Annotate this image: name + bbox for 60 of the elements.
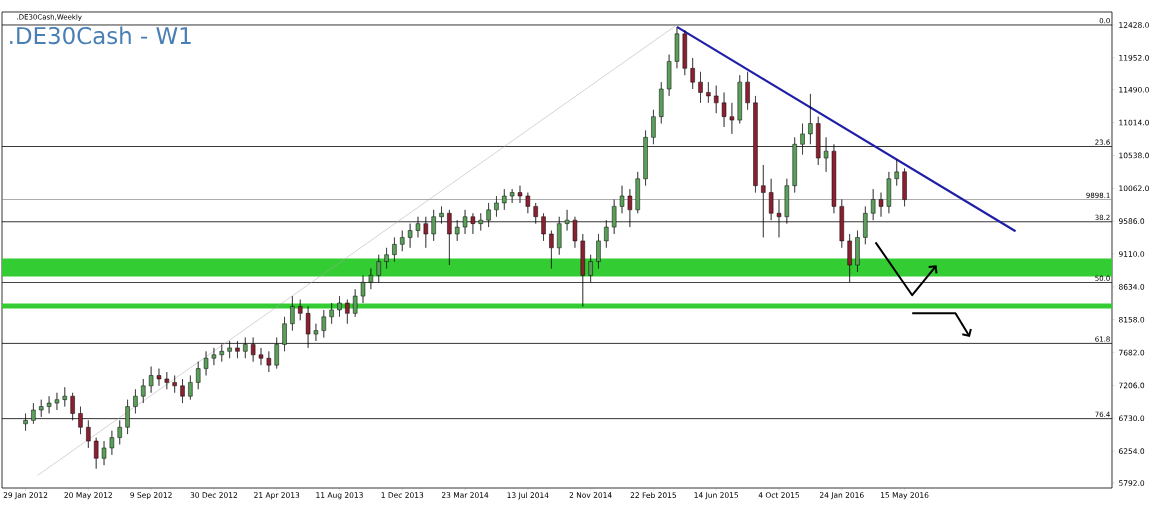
candlestick bbox=[141, 378, 146, 404]
candlestick bbox=[525, 192, 531, 214]
candlestick bbox=[902, 168, 907, 207]
candlestick bbox=[517, 185, 523, 204]
candlestick bbox=[313, 323, 319, 342]
candlestick bbox=[211, 347, 217, 366]
candlestick bbox=[706, 81, 711, 104]
candlestick bbox=[321, 309, 326, 338]
candlestick bbox=[188, 375, 193, 400]
candlestick bbox=[808, 93, 813, 145]
candlestick bbox=[400, 230, 405, 252]
candlestick bbox=[502, 188, 507, 211]
candlestick bbox=[690, 57, 695, 90]
candlestick bbox=[46, 395, 52, 414]
candlestick bbox=[714, 85, 719, 114]
candlestick bbox=[93, 437, 99, 469]
candlestick bbox=[156, 368, 162, 387]
candlestick bbox=[886, 171, 892, 214]
candlestick bbox=[407, 223, 413, 249]
candlestick bbox=[392, 237, 397, 262]
candlestick bbox=[345, 299, 350, 324]
candlestick bbox=[148, 366, 154, 393]
candlestick bbox=[635, 171, 640, 214]
candlestick bbox=[384, 247, 389, 269]
candlestick bbox=[290, 295, 295, 331]
candlestick bbox=[682, 30, 688, 76]
candlestick bbox=[62, 386, 67, 407]
candlestick bbox=[651, 109, 656, 145]
candlestick bbox=[172, 375, 177, 393]
candlestick bbox=[721, 92, 727, 128]
candlestick bbox=[509, 188, 515, 204]
candlestick bbox=[855, 230, 860, 273]
candlestick bbox=[109, 430, 115, 456]
candlestick bbox=[698, 71, 703, 104]
candlestick bbox=[894, 159, 899, 186]
candlestick bbox=[164, 371, 170, 390]
candlestick bbox=[596, 233, 601, 269]
candlestick bbox=[101, 440, 107, 466]
candlestick bbox=[737, 74, 742, 124]
candlestick bbox=[180, 378, 185, 404]
candlestick bbox=[54, 392, 60, 411]
candlestick bbox=[878, 192, 884, 217]
candlestick bbox=[266, 351, 272, 373]
candlestick bbox=[352, 288, 358, 318]
candlestick bbox=[258, 347, 264, 366]
candlestick bbox=[659, 81, 664, 124]
candlestick bbox=[666, 54, 672, 97]
candlestick bbox=[729, 102, 735, 135]
candlestick bbox=[674, 27, 680, 69]
candlestick bbox=[745, 71, 750, 110]
candlestick bbox=[133, 389, 138, 414]
candlestick bbox=[494, 195, 499, 217]
candlestick bbox=[549, 230, 554, 269]
candlestick bbox=[619, 185, 625, 214]
candlestick bbox=[329, 302, 334, 324]
text: .DE30Cash - W1 bbox=[10, 26, 191, 45]
candlestick bbox=[298, 299, 303, 321]
candlestick bbox=[203, 351, 209, 376]
candlestick bbox=[337, 295, 342, 318]
candlestick bbox=[196, 361, 201, 390]
